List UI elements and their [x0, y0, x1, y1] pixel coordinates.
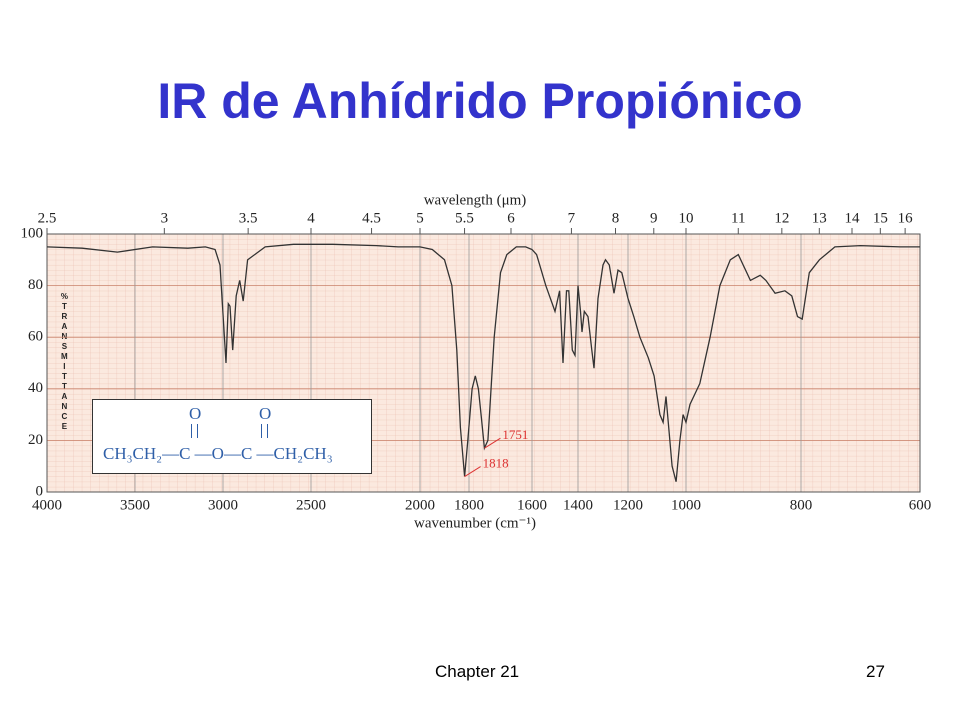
x2-tick-label: 10 — [679, 210, 694, 226]
x2-tick-label: 4.5 — [362, 210, 381, 226]
y-tick-label: 100 — [21, 225, 44, 241]
x2-tick-label: 11 — [731, 210, 745, 226]
x2-tick-label: 15 — [873, 210, 888, 226]
x-tick-label: 2000 — [405, 497, 435, 513]
x-tick-label: 3000 — [208, 497, 238, 513]
y-tick-label: 60 — [28, 329, 43, 345]
formula: CH₃CH₂—C —O—C —CH₂CH₃ — [103, 444, 333, 463]
x2-tick-label: 2.5 — [38, 210, 57, 226]
x-tick-label: 3500 — [120, 497, 150, 513]
x2-tick-label: 4 — [307, 210, 315, 226]
x2-tick-label: 3 — [161, 210, 169, 226]
plot-frame — [46, 233, 921, 493]
x2-tick-label: 13 — [812, 210, 827, 226]
y-label: %TRANSMITTANCE — [60, 292, 69, 432]
x-tick-label: 1400 — [563, 497, 593, 513]
y-tick-label: 80 — [28, 277, 43, 293]
footer-page: 27 — [866, 662, 885, 681]
double-bond — [261, 424, 268, 438]
structure-box: O O CH₃CH₂—C —O—C —CH₂CH₃ — [92, 399, 372, 474]
x2-tick-label: 7 — [568, 210, 576, 226]
x2-tick-label: 9 — [650, 210, 658, 226]
y-tick-label: 0 — [36, 483, 44, 499]
x2-tick-label: 14 — [845, 210, 861, 226]
x2-tick-label: 12 — [774, 210, 789, 226]
annotation-label: 1818 — [483, 456, 509, 471]
x-tick-label: 1800 — [454, 497, 484, 513]
x2-label: wavelength (μm) — [424, 192, 527, 208]
oxygen: O — [259, 404, 272, 423]
x2-tick-label: 16 — [898, 210, 914, 226]
x-tick-label: 1600 — [517, 497, 547, 513]
x-tick-label: 4000 — [32, 497, 62, 513]
x2-tick-label: 8 — [612, 210, 620, 226]
x-tick-label: 1000 — [671, 497, 701, 513]
x2-tick-label: 5.5 — [455, 210, 474, 226]
x-tick-label: 1200 — [613, 497, 643, 513]
x-label: wavenumber (cm⁻¹) — [414, 515, 536, 531]
x2-tick-label: 6 — [507, 210, 515, 226]
annotation-leader — [464, 466, 481, 477]
x-tick-label: 800 — [790, 497, 813, 513]
x2-tick-label: 3.5 — [239, 210, 258, 226]
double-bond — [191, 424, 198, 438]
oxygen: O — [189, 404, 202, 423]
y-tick-label: 20 — [28, 432, 43, 448]
slide-title: IR de Anhídrido Propiónico — [157, 73, 803, 129]
annotation-label: 1751 — [502, 427, 528, 442]
spectrum-line — [46, 243, 920, 482]
x2-tick-label: 5 — [416, 210, 424, 226]
footer-chapter: Chapter 21 — [435, 662, 520, 681]
x-tick-label: 2500 — [296, 497, 326, 513]
y-tick-label: 40 — [28, 380, 43, 396]
x-tick-label: 600 — [909, 497, 932, 513]
annotation-leader — [484, 437, 501, 449]
